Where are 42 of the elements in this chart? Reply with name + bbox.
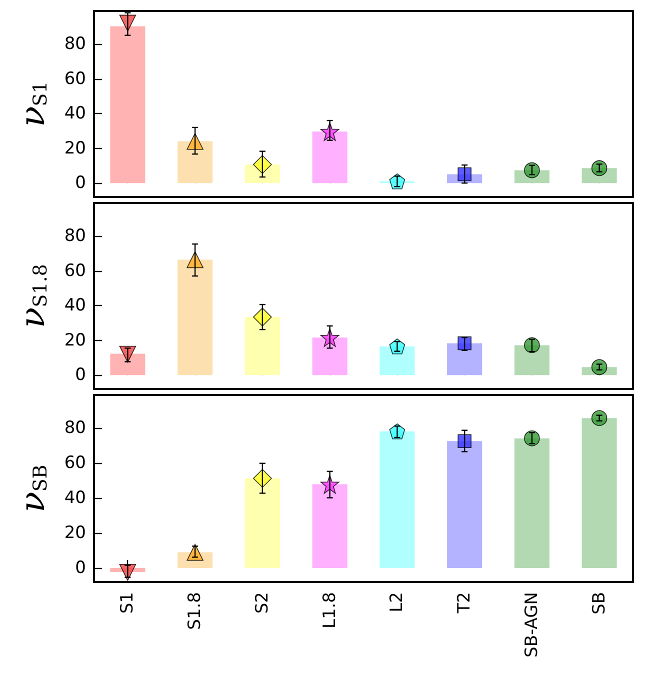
bar bbox=[312, 131, 348, 184]
x-tick-label: SB bbox=[589, 592, 610, 614]
bar bbox=[447, 343, 482, 376]
bar bbox=[178, 141, 213, 184]
y-tick-label: 80 bbox=[64, 34, 86, 54]
y-tick-label: 80 bbox=[64, 226, 86, 246]
y-tick-label: 0 bbox=[75, 365, 86, 386]
bar bbox=[582, 418, 617, 568]
bar bbox=[380, 431, 415, 568]
y-tick-label: 40 bbox=[64, 104, 86, 124]
y-tick-label: 0 bbox=[75, 558, 86, 578]
bar bbox=[447, 441, 482, 568]
bar bbox=[110, 354, 146, 376]
x-tick-label: S2 bbox=[252, 592, 272, 614]
y-tick-label: 80 bbox=[64, 418, 86, 438]
bar bbox=[380, 346, 415, 376]
x-tick-label: T2 bbox=[454, 592, 475, 614]
bar bbox=[514, 345, 550, 376]
x-tick-label: SB-AGN bbox=[522, 592, 542, 658]
y-tick-label: 20 bbox=[64, 138, 86, 158]
x-tick-label: S1.8 bbox=[185, 592, 206, 630]
y-tick-label: 60 bbox=[64, 68, 86, 89]
y-axis-title: νS1 bbox=[13, 81, 53, 127]
y-tick-label: 40 bbox=[64, 488, 86, 508]
y-tick-label: 20 bbox=[64, 523, 86, 544]
y-tick-label: 0 bbox=[75, 173, 86, 194]
bar bbox=[312, 338, 348, 376]
bar bbox=[244, 478, 280, 568]
y-tick-label: 60 bbox=[64, 260, 86, 281]
y-tick-label: 20 bbox=[64, 330, 86, 350]
y-axis-title: νS1.8 bbox=[13, 264, 53, 328]
y-tick-label: 40 bbox=[64, 296, 86, 316]
bar bbox=[178, 260, 213, 376]
bar bbox=[244, 317, 280, 376]
x-tick-label: L1.8 bbox=[320, 592, 340, 629]
x-tick-label: S1 bbox=[118, 592, 138, 614]
bar bbox=[514, 438, 550, 568]
bar bbox=[110, 26, 146, 184]
x-tick-label: L2 bbox=[387, 592, 408, 612]
y-axis-title: νSB bbox=[13, 464, 53, 512]
bar bbox=[312, 484, 348, 568]
y-tick-label: 60 bbox=[64, 453, 86, 474]
